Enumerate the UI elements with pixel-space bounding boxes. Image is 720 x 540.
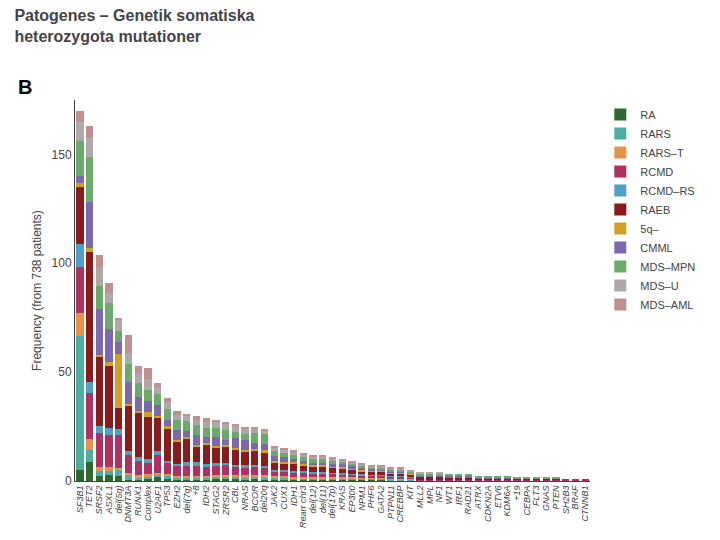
svg-text:RAEB: RAEB <box>640 204 670 216</box>
svg-text:PTEN: PTEN <box>551 485 561 510</box>
svg-text:CEBPA: CEBPA <box>522 486 532 516</box>
svg-text:IRF1: IRF1 <box>454 486 464 506</box>
svg-text:CTNNB1: CTNNB1 <box>580 486 590 522</box>
svg-text:PHF6: PHF6 <box>366 486 376 509</box>
svg-text:CUX1: CUX1 <box>279 486 289 510</box>
svg-text:ASXL1: ASXL1 <box>104 486 114 515</box>
svg-text:RCMD: RCMD <box>640 166 673 178</box>
svg-text:RARS: RARS <box>640 128 671 140</box>
svg-text:+19: +19 <box>512 486 522 501</box>
svg-text:GNAS: GNAS <box>541 486 551 512</box>
svg-text:ZRSR2: ZRSR2 <box>221 486 231 517</box>
svg-text:U2AF1: U2AF1 <box>153 486 163 514</box>
svg-text:+8: +8 <box>191 486 201 496</box>
svg-text:del(11): del(11) <box>318 486 328 513</box>
svg-text:SRSF2: SRSF2 <box>94 486 104 515</box>
svg-text:del20q: del20q <box>259 486 269 513</box>
svg-text:DNMT3A: DNMT3A <box>123 486 133 523</box>
svg-text:CREBBP: CREBBP <box>395 486 405 523</box>
svg-text:FLT3: FLT3 <box>531 486 541 506</box>
svg-text:100: 100 <box>52 256 72 270</box>
svg-text:IDH1: IDH1 <box>289 486 299 507</box>
svg-text:Frequency (from 738 patients): Frequency (from 738 patients) <box>30 210 44 371</box>
svg-text:BRAF: BRAF <box>570 485 580 510</box>
svg-text:NRAS: NRAS <box>240 486 250 511</box>
svg-text:CDKN2A: CDKN2A <box>483 486 493 523</box>
svg-text:MDS–AML: MDS–AML <box>640 299 693 311</box>
svg-text:del(7q): del(7q) <box>182 486 192 514</box>
svg-text:GATA2: GATA2 <box>376 486 386 514</box>
svg-text:TET2: TET2 <box>85 486 95 508</box>
svg-text:RA: RA <box>640 109 656 121</box>
svg-text:WT1: WT1 <box>444 486 454 505</box>
svg-text:del(17p): del(17p) <box>327 486 337 519</box>
svg-text:TP53: TP53 <box>162 486 172 508</box>
svg-text:150: 150 <box>52 148 72 162</box>
svg-text:STAG2: STAG2 <box>211 486 221 515</box>
svg-text:KDM6A: KDM6A <box>502 486 512 517</box>
svg-text:NF1: NF1 <box>434 486 444 503</box>
svg-text:IDH2: IDH2 <box>201 486 211 507</box>
svg-text:5q–: 5q– <box>640 223 659 235</box>
svg-text:RUNX1: RUNX1 <box>133 486 143 517</box>
svg-text:ATRX: ATRX <box>473 485 483 510</box>
svg-text:MDS–MPN: MDS–MPN <box>640 261 695 273</box>
svg-text:RCMD–RS: RCMD–RS <box>640 185 694 197</box>
svg-text:0: 0 <box>65 474 72 488</box>
svg-text:SH2B3: SH2B3 <box>561 486 571 515</box>
svg-text:JAK2: JAK2 <box>269 486 279 509</box>
svg-text:RARS–T: RARS–T <box>640 147 684 159</box>
svg-text:EZH2: EZH2 <box>172 486 182 509</box>
svg-text:Complex: Complex <box>143 485 153 521</box>
svg-text:PTPN11: PTPN11 <box>386 486 396 519</box>
svg-text:B: B <box>18 76 32 98</box>
svg-text:ETV6: ETV6 <box>493 486 503 509</box>
svg-text:RAD21: RAD21 <box>463 486 473 515</box>
svg-text:CBL: CBL <box>230 486 240 504</box>
svg-text:NPM1: NPM1 <box>357 486 367 511</box>
svg-text:50: 50 <box>58 365 72 379</box>
svg-text:KRAS: KRAS <box>337 486 347 511</box>
svg-text:KIT: KIT <box>405 484 415 500</box>
svg-text:del(12): del(12) <box>308 486 318 514</box>
svg-text:del(5q): del(5q) <box>114 486 124 514</box>
svg-text:Rearr chr3: Rearr chr3 <box>298 486 308 529</box>
svg-text:EP300: EP300 <box>347 486 357 513</box>
svg-text:MPL: MPL <box>425 486 435 505</box>
svg-text:MDS–U: MDS–U <box>640 280 679 292</box>
svg-text:SF3B1: SF3B1 <box>75 486 85 514</box>
svg-text:CMML: CMML <box>640 242 672 254</box>
svg-text:BCOR: BCOR <box>250 485 260 512</box>
svg-text:Patogenes – Genetik somatiskah: Patogenes – Genetik somatiskaheterozygot… <box>14 7 254 45</box>
svg-text:MLL2: MLL2 <box>415 486 425 509</box>
